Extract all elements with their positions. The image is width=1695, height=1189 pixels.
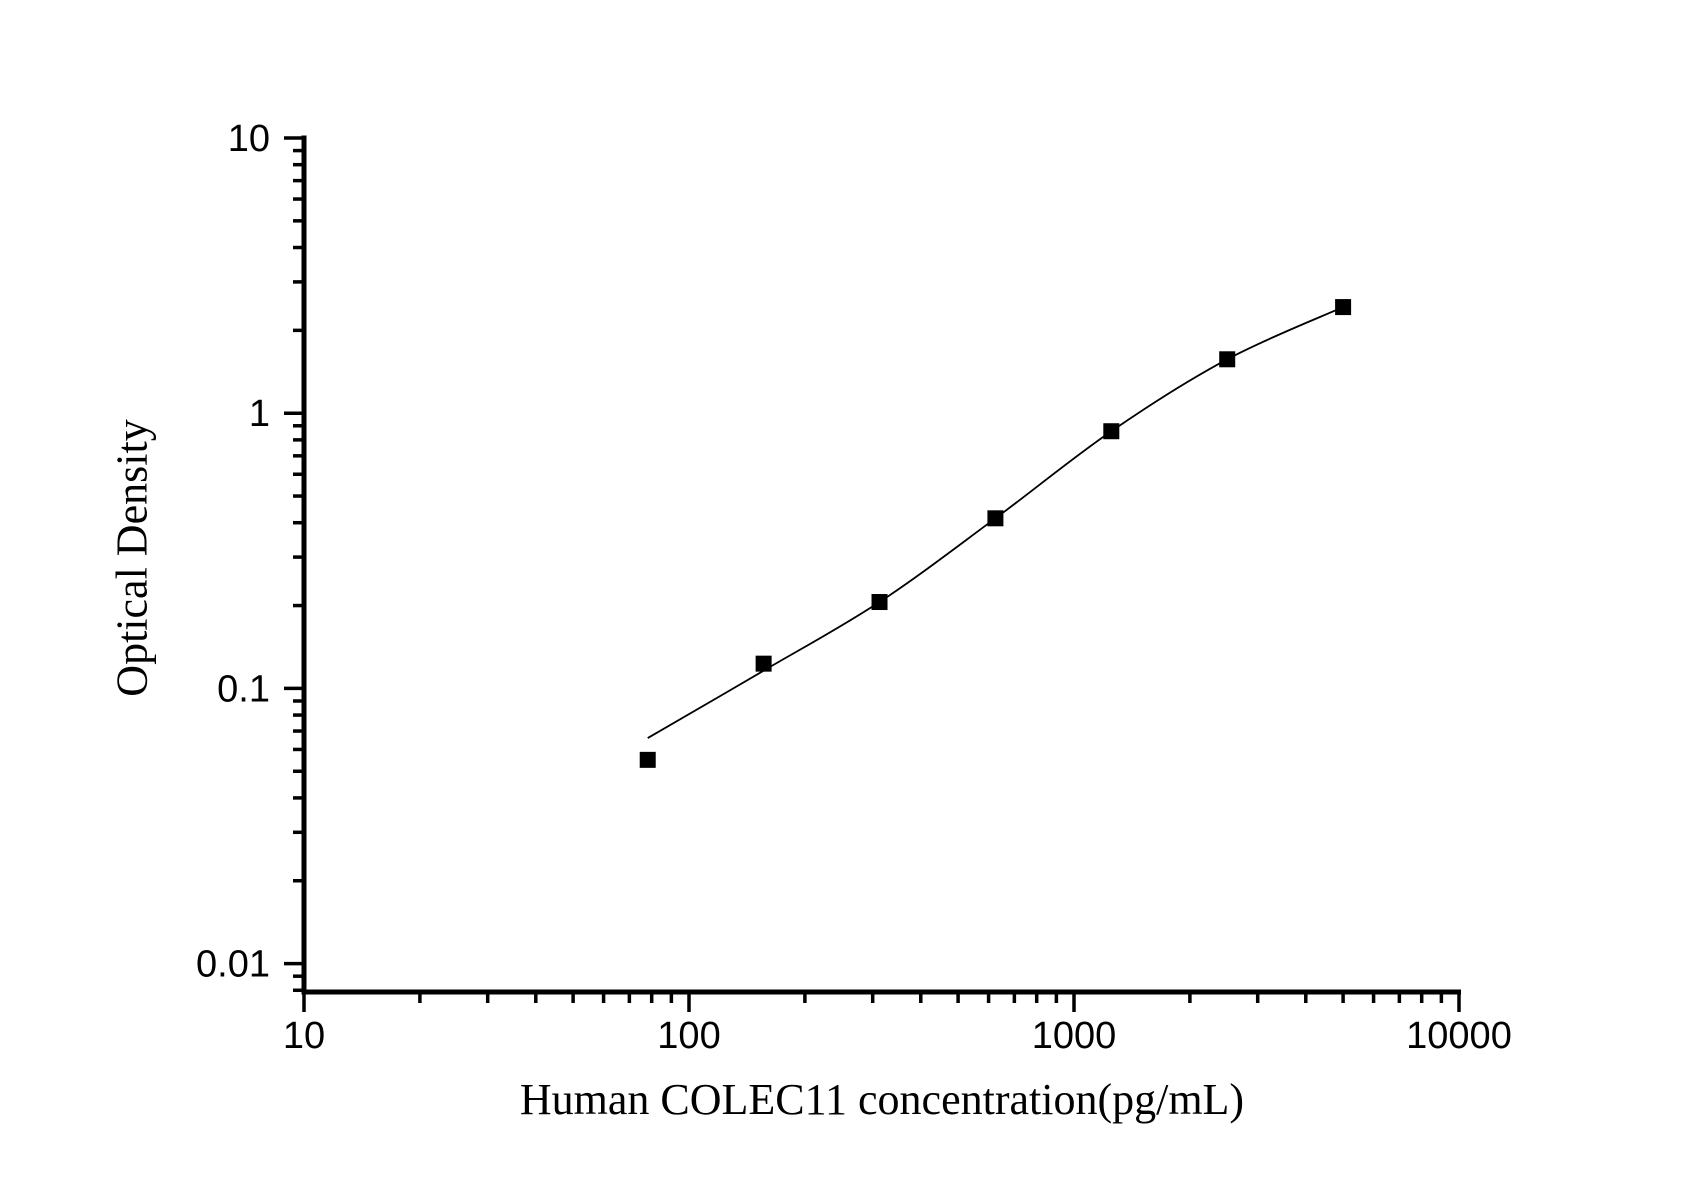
data-point-marker — [987, 510, 1004, 527]
y-axis-title: Optical Density — [107, 419, 157, 697]
data-point-marker — [639, 751, 656, 768]
x-axis-title: Human COLEC11 concentration(pg/mL) — [519, 1075, 1245, 1124]
data-point-marker — [871, 594, 888, 611]
y-tick-label: 0.1 — [217, 668, 270, 710]
data-point-marker — [1335, 299, 1352, 316]
y-tick-label: 10 — [228, 118, 270, 160]
y-tick-label: 0.01 — [196, 944, 270, 986]
data-point-marker — [1103, 423, 1120, 440]
x-tick-label: 10 — [283, 1015, 325, 1057]
data-point-marker — [1219, 351, 1236, 368]
data-point-marker — [755, 655, 772, 672]
x-tick-label: 100 — [657, 1015, 720, 1057]
x-tick-label: 1000 — [1032, 1015, 1117, 1057]
y-tick-label: 1 — [249, 393, 270, 435]
x-tick-label: 10000 — [1406, 1015, 1512, 1057]
